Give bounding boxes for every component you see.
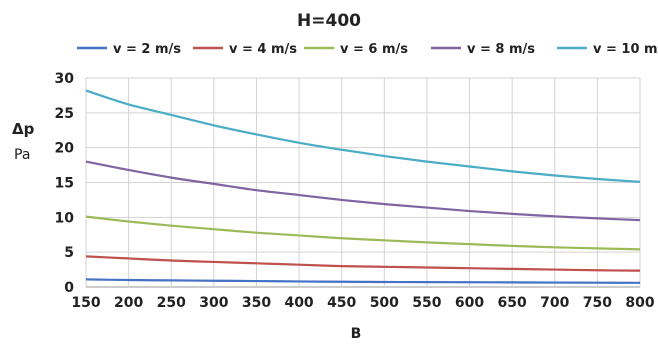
x-tick-label: 500 [370, 295, 399, 311]
x-tick-label: 150 [71, 295, 100, 311]
y-tick-label: 0 [64, 280, 74, 296]
y-axis-label-symbol: Δp [12, 120, 35, 138]
series-line [85, 215, 641, 251]
legend-label: v = 2 m/s [113, 42, 181, 57]
legend: v = 2 m/s v = 4 m/s v = 6 m/s v = 8 m/s v = … [77, 42, 658, 57]
x-tick-label: 600 [455, 295, 484, 311]
x-tick-label: 750 [583, 295, 612, 311]
x-tick-label: 300 [199, 295, 228, 311]
series-line [85, 278, 641, 284]
y-tick-label: 10 [55, 210, 75, 226]
y-tick-label: 15 [55, 176, 74, 192]
y-axis-label-unit: Pa [14, 147, 30, 163]
grid [85, 77, 641, 288]
y-tick-label: 30 [55, 71, 75, 87]
series-lines [85, 89, 641, 284]
x-tick-label: 400 [284, 295, 313, 311]
y-tick-label: 25 [55, 106, 74, 122]
legend-label: v = 8 m/s [467, 42, 535, 57]
legend-label: v = 10 m/s [593, 42, 658, 57]
series-line [85, 255, 641, 272]
x-tick-label: 450 [327, 295, 356, 311]
series-line [85, 89, 641, 183]
series-line [85, 160, 641, 222]
y-tick-label: 5 [64, 245, 74, 261]
x-tick-label: 650 [498, 295, 527, 311]
y-tick-label: 20 [55, 141, 75, 157]
x-tick-label: 550 [412, 295, 441, 311]
legend-label: v = 4 m/s [229, 42, 297, 57]
x-tick-label: 800 [625, 295, 654, 311]
x-tick-label: 350 [242, 295, 271, 311]
x-tick-label: 250 [157, 295, 186, 311]
legend-label: v = 6 m/s [340, 42, 408, 57]
x-axis-ticks: 150 200 250 300 350 400 450 500 550 600 650 700 750 8… [71, 295, 654, 311]
y-axis-ticks: 0 5 10 15 20 25 30 [55, 71, 75, 296]
x-tick-label: 200 [114, 295, 143, 311]
x-tick-label: 700 [540, 295, 569, 311]
chart-title: H=400 [297, 11, 361, 31]
x-axis-label: B [351, 326, 362, 342]
